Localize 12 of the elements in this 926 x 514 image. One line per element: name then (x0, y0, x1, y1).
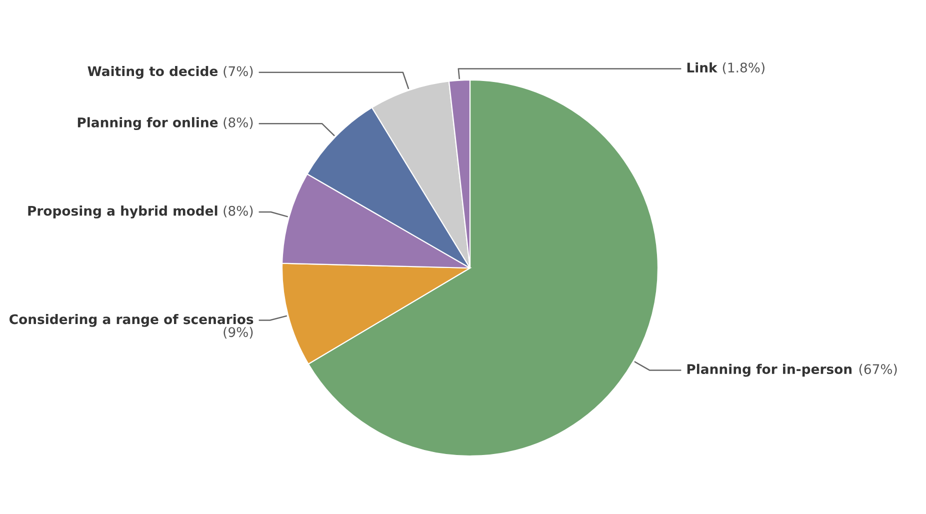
slice-label: Proposing a hybrid model (28, 206, 218, 218)
data-label: (67%) (859, 364, 897, 376)
slice-label: Considering a range of scenarios (10, 314, 254, 327)
data-label: (9%) (224, 326, 253, 339)
data-label: (7%) (224, 66, 253, 78)
slice-label: Waiting to decide (88, 66, 218, 79)
slice-label: Planning for in-person (687, 364, 852, 377)
slice-label: Planning for online (78, 117, 218, 130)
data-label: (8%) (224, 117, 253, 129)
slice-label: Link (687, 62, 718, 72)
data-label: (1.8%) (722, 62, 764, 74)
data-label: (8%) (224, 206, 253, 218)
